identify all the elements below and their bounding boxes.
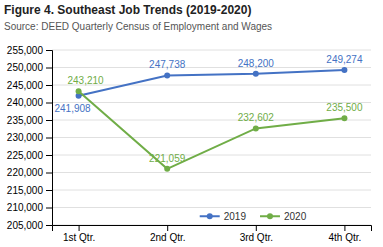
tick-mark xyxy=(46,173,52,174)
x-axis: 1st Qtr. 2nd Qtr. 3rd Qtr. 4th Qtr. xyxy=(53,225,372,243)
data-label: 248,200 xyxy=(238,58,275,69)
legend-marker xyxy=(267,213,273,219)
tick: 210,000 xyxy=(7,202,52,213)
grid-line xyxy=(52,207,371,208)
tick: 245,000 xyxy=(7,80,52,91)
tick-mark xyxy=(79,225,80,231)
tick-label: 255,000 xyxy=(7,45,44,56)
tick-label: 4th Qtr. xyxy=(329,232,362,243)
tick-label: 1st Qtr. xyxy=(63,232,95,243)
data-label: 243,210 xyxy=(68,75,105,86)
tick: 250,000 xyxy=(7,62,52,73)
subtitle: Source: DEED Quarterly Census of Employm… xyxy=(4,21,272,32)
tick-label: 235,000 xyxy=(7,115,44,126)
chart: Figure 4. Southeast Job Trends (2019-202… xyxy=(0,0,383,247)
tick-label: 2nd Qtr. xyxy=(150,232,186,243)
legend-marker xyxy=(207,213,213,219)
tick-mark xyxy=(46,138,52,139)
point xyxy=(341,67,347,73)
tick: 205,000 xyxy=(7,220,52,231)
point xyxy=(253,125,259,131)
tick: 2nd Qtr. xyxy=(150,225,186,243)
tick-mark xyxy=(46,68,52,69)
data-label: 247,738 xyxy=(149,59,186,70)
axis-line xyxy=(53,226,372,232)
legend-item: 2020 xyxy=(260,211,307,222)
plot: 205,000 210,000 215,000 220,000 225,000 230,0… xyxy=(7,45,372,243)
tick: 230,000 xyxy=(7,132,52,143)
tick-mark xyxy=(46,103,52,104)
tick-mark xyxy=(256,225,257,231)
tick-label: 240,000 xyxy=(7,97,44,108)
tick-label: 245,000 xyxy=(7,80,44,91)
tick-label: 220,000 xyxy=(7,167,44,178)
grid-line xyxy=(52,172,371,173)
data-labels: 241,908 247,738 248,200 249,274 243,210 221,0… xyxy=(55,54,363,164)
tick: 225,000 xyxy=(7,150,52,161)
marks xyxy=(76,67,348,172)
data-label: 235,500 xyxy=(326,102,363,113)
tick-mark xyxy=(46,208,52,209)
legend-item: 2019 xyxy=(200,211,247,222)
grid-line xyxy=(52,190,371,191)
axis-line xyxy=(46,51,53,226)
tick-mark xyxy=(344,225,345,231)
tick-mark xyxy=(46,190,52,191)
tick: 215,000 xyxy=(7,185,52,196)
grid xyxy=(52,50,371,225)
tick: 240,000 xyxy=(7,97,52,108)
tick-mark xyxy=(46,85,52,86)
point xyxy=(253,71,259,77)
tick-mark xyxy=(46,50,52,51)
tick: 1st Qtr. xyxy=(63,225,95,243)
point xyxy=(164,166,170,172)
tick-label: 225,000 xyxy=(7,150,44,161)
tick: 220,000 xyxy=(7,167,52,178)
tick-label: 215,000 xyxy=(7,185,44,196)
tick-mark xyxy=(46,225,52,226)
legend-label: 2019 xyxy=(224,211,247,222)
data-label: 221,059 xyxy=(149,153,186,164)
legend: 2019 2020 xyxy=(197,209,310,223)
grid-line xyxy=(52,102,371,103)
y-axis: 205,000 210,000 215,000 220,000 225,000 230,0… xyxy=(7,45,53,231)
line xyxy=(79,91,345,169)
point xyxy=(164,72,170,78)
grid-line xyxy=(52,137,371,138)
grid-line xyxy=(52,155,371,156)
tick: 235,000 xyxy=(7,115,52,126)
line xyxy=(79,70,345,96)
tick-label: 210,000 xyxy=(7,202,44,213)
tick: 255,000 xyxy=(7,45,52,56)
legend-label: 2020 xyxy=(284,211,307,222)
tick: 3rd Qtr. xyxy=(240,225,273,243)
tick-mark xyxy=(46,155,52,156)
grid-line xyxy=(52,67,371,68)
tick-label: 250,000 xyxy=(7,62,44,73)
data-label: 232,602 xyxy=(238,112,275,123)
data-label: 249,274 xyxy=(326,54,363,65)
tick: 4th Qtr. xyxy=(329,225,362,243)
grid-line xyxy=(52,50,371,51)
tick-label: 205,000 xyxy=(7,220,44,231)
tick-mark xyxy=(167,225,168,231)
point xyxy=(76,88,82,94)
tick-label: 230,000 xyxy=(7,132,44,143)
data-label: 241,908 xyxy=(55,103,92,114)
tick-label: 3rd Qtr. xyxy=(240,232,273,243)
point xyxy=(341,115,347,121)
title: Figure 4. Southeast Job Trends (2019-202… xyxy=(4,3,251,17)
tick-mark xyxy=(46,120,52,121)
legend-background xyxy=(197,209,310,223)
